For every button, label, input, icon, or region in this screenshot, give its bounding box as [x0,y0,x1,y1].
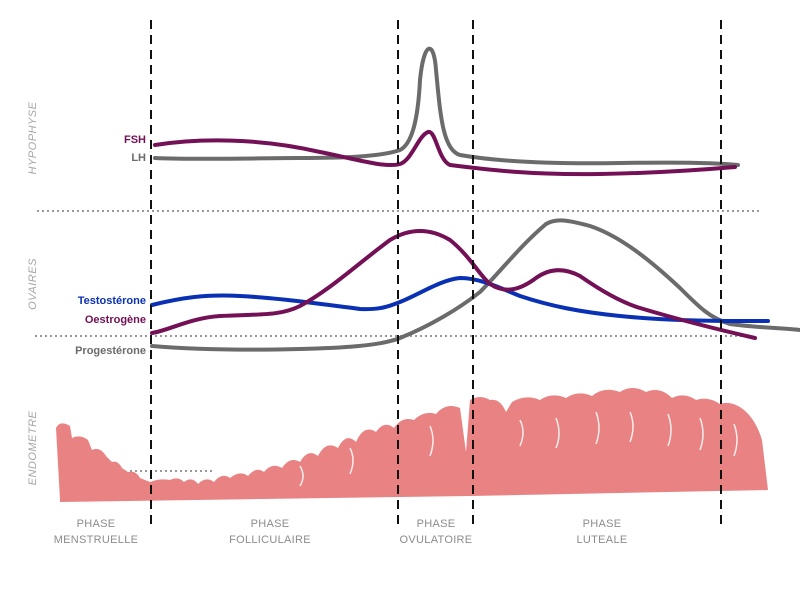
testosterone-curve [150,276,770,323]
phase-folliculaire-line1: PHASE [251,518,290,530]
phase-menstruelle-line2: MENSTRUELLE [54,534,139,546]
phase-folliculaire-line2: FOLLICULAIRE [229,534,311,546]
hormone-label-progesterone: Progestérone [75,345,146,357]
hormone-label-testosterone: Testostérone [78,295,146,307]
phase-ovulatoire-line1: PHASE [417,518,456,530]
phase-luteale-line1: PHASE [583,518,622,530]
hormone-label-lh: LH [131,152,146,164]
oestrogene-curve [150,229,757,340]
phase-ovulatoire-line2: OVULATOIRE [400,534,473,546]
endometrium-texture [299,411,738,487]
fsh-curve [153,130,737,177]
phase-luteale-line2: LUTEALE [576,534,627,546]
hormone-label-oestrogene: Oestrogène [85,314,146,326]
section-label-endometre: ENDOMETRE [27,410,39,485]
section-label-hypophyse: HYPOPHYSE [27,101,39,174]
phase-menstruelle-line1: PHASE [77,518,116,530]
lh-curve [153,46,740,167]
progesterone-curve [150,218,800,352]
hormone-label-fsh: FSH [124,134,146,146]
endometrium-lining [56,388,768,502]
section-label-ovaires: OVAIRES [27,258,39,310]
